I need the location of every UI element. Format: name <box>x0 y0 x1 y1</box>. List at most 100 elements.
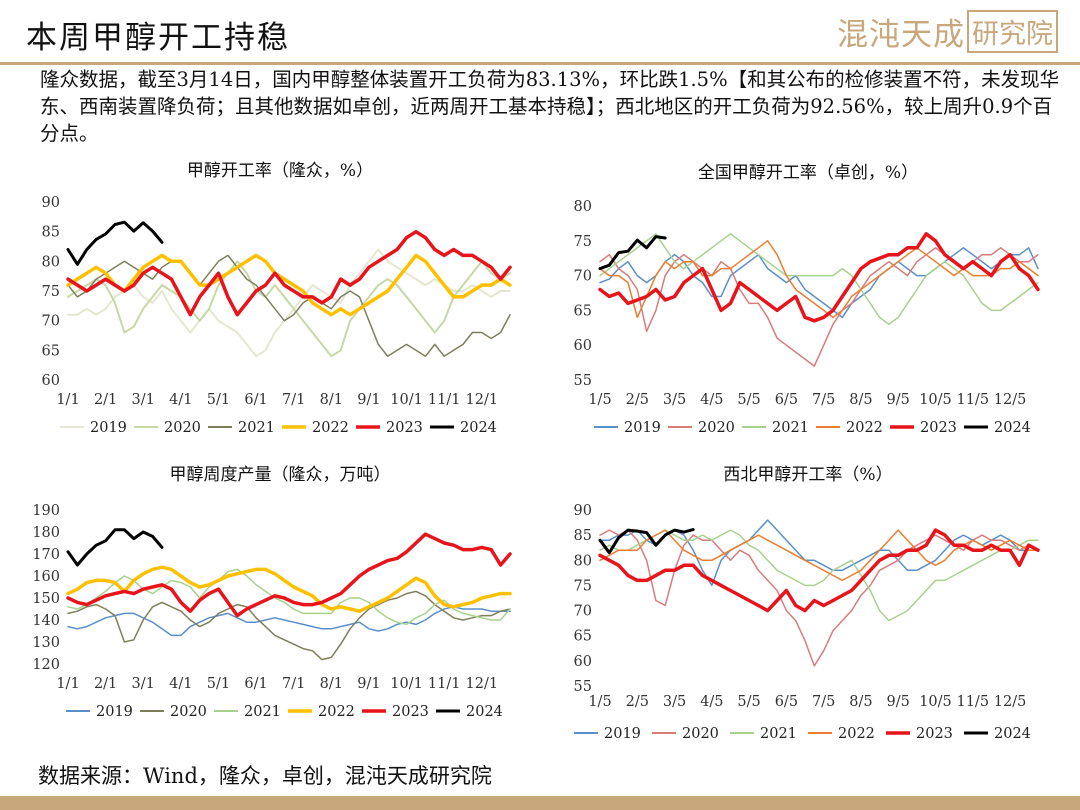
x-tick-label: 3/1 <box>132 392 155 408</box>
y-tick-label: 65 <box>42 343 60 359</box>
x-tick-label: 8/1 <box>320 676 343 692</box>
series-line-2022 <box>66 253 512 317</box>
legend-label-2024: 2024 <box>466 704 503 720</box>
x-tick-label: 2/5 <box>626 392 649 408</box>
x-tick-label: 7/1 <box>282 392 305 408</box>
series-line-2024 <box>66 220 164 266</box>
y-tick-label: 80 <box>574 199 592 215</box>
y-tick-label: 180 <box>32 525 60 541</box>
y-tick-label: 65 <box>574 629 592 645</box>
legend-label-2021: 2021 <box>238 420 275 436</box>
x-tick-label: 11/5 <box>956 392 989 408</box>
y-tick-label: 75 <box>574 234 592 250</box>
x-tick-label: 7/1 <box>282 676 305 692</box>
legend-label-2022: 2022 <box>312 420 349 436</box>
x-tick-label: 5/5 <box>737 392 760 408</box>
series-line-2021 <box>599 529 1039 622</box>
series-line-2020 <box>599 529 1039 667</box>
x-tick-label: 11/1 <box>428 676 461 692</box>
legend-label-2021: 2021 <box>760 726 797 742</box>
y-tick-label: 120 <box>32 657 60 673</box>
y-tick-label: 70 <box>42 314 60 330</box>
header-band <box>0 0 1080 62</box>
x-tick-label: 10/1 <box>390 392 423 408</box>
legend-label-2024: 2024 <box>994 420 1031 436</box>
series-line-2022 <box>599 529 1039 582</box>
y-tick-label: 90 <box>574 503 592 519</box>
y-tick-label: 75 <box>42 284 60 300</box>
legend-label-2020: 2020 <box>164 420 201 436</box>
y-tick-label: 60 <box>42 373 60 389</box>
chart-northwest-operating-rate: 西北甲醇开工率（%） 55 60 65 70 75 80 85 90 1/5 2/5 3/5 4/5 5/… <box>574 465 1040 742</box>
x-tick-label: 12/1 <box>466 392 499 408</box>
chart-longzhong-operating-rate: 甲醇开工率（隆众，%） 60 65 70 75 80 85 90 1/1 2/1 3/1 4/1 5/1… <box>42 161 512 436</box>
legend-label-2021: 2021 <box>772 420 809 436</box>
series-line-2021 <box>599 233 1039 326</box>
x-tick-label: 4/5 <box>700 392 723 408</box>
y-tick-label: 80 <box>574 553 592 569</box>
x-tick-label: 8/1 <box>320 392 343 408</box>
series-line-2021 <box>67 254 511 358</box>
x-tick-label: 5/1 <box>207 676 230 692</box>
legend-label-2022: 2022 <box>318 704 355 720</box>
x-tick-label: 3/5 <box>663 392 686 408</box>
y-tick-label: 90 <box>42 195 60 211</box>
chart-title: 甲醇周度产量（隆众，万吨） <box>170 465 391 485</box>
legend-label-2024: 2024 <box>994 726 1031 742</box>
series-line-2023 <box>598 528 1040 613</box>
y-tick-label: 130 <box>32 635 60 651</box>
chart-weekly-output: 甲醇周度产量（隆众，万吨） 120 130 140 150 160 170 180 190 1/1… <box>32 465 512 720</box>
y-tick-label: 85 <box>574 528 592 544</box>
x-tick-label: 1/5 <box>588 694 611 710</box>
x-tick-label: 5/1 <box>207 392 230 408</box>
legend-label-2022: 2022 <box>838 726 875 742</box>
x-tick-label: 4/1 <box>169 676 192 692</box>
x-tick-label: 7/5 <box>812 694 835 710</box>
x-tick-label: 2/1 <box>94 676 117 692</box>
x-tick-label: 5/5 <box>737 694 760 710</box>
series-line-2023 <box>66 532 512 618</box>
x-tick-label: 3/1 <box>132 676 155 692</box>
legend-label-2019: 2019 <box>90 420 127 436</box>
x-tick-label: 4/1 <box>169 392 192 408</box>
series-line-2019 <box>67 606 511 637</box>
series-line-2019 <box>67 248 511 358</box>
x-tick-label: 10/5 <box>919 392 952 408</box>
legend-label-2022: 2022 <box>846 420 883 436</box>
legend-label-2019: 2019 <box>624 420 661 436</box>
footer-band <box>0 796 1080 810</box>
series-line-2020 <box>67 590 511 661</box>
x-tick-label: 6/5 <box>775 392 798 408</box>
y-tick-label: 80 <box>42 254 60 270</box>
x-tick-label: 9/1 <box>357 676 380 692</box>
y-tick-label: 190 <box>32 503 60 519</box>
y-tick-label: 60 <box>574 654 592 670</box>
x-tick-label: 7/5 <box>812 392 835 408</box>
brand-logo: 混沌天成 研究院 <box>837 9 1058 53</box>
x-tick-label: 12/1 <box>466 676 499 692</box>
series-line-2020 <box>67 260 511 358</box>
y-tick-label: 70 <box>574 604 592 620</box>
y-tick-label: 160 <box>32 569 60 585</box>
y-tick-label: 70 <box>574 269 592 285</box>
series-line-2024 <box>66 528 164 567</box>
y-tick-label: 150 <box>32 591 60 607</box>
y-tick-label: 55 <box>574 679 592 695</box>
series-line-2022 <box>599 240 1039 319</box>
legend-label-2019: 2019 <box>96 704 133 720</box>
x-tick-label: 11/5 <box>956 694 989 710</box>
x-tick-label: 12/5 <box>994 392 1027 408</box>
series-line-2023 <box>66 229 512 317</box>
chart-title: 西北甲醇开工率（%） <box>723 465 892 485</box>
legend-label-2023: 2023 <box>386 420 423 436</box>
x-tick-label: 6/5 <box>775 694 798 710</box>
chart-title: 甲醇开工率（隆众，%） <box>187 161 373 181</box>
x-tick-label: 6/1 <box>244 676 267 692</box>
legend-label-2023: 2023 <box>392 704 429 720</box>
series-line-2019 <box>599 247 1039 319</box>
logo-box-text: 研究院 <box>967 9 1058 53</box>
x-tick-label: 8/5 <box>849 694 872 710</box>
header-divider <box>0 62 1080 65</box>
x-tick-label: 3/5 <box>663 694 686 710</box>
x-tick-label: 1/1 <box>56 392 79 408</box>
